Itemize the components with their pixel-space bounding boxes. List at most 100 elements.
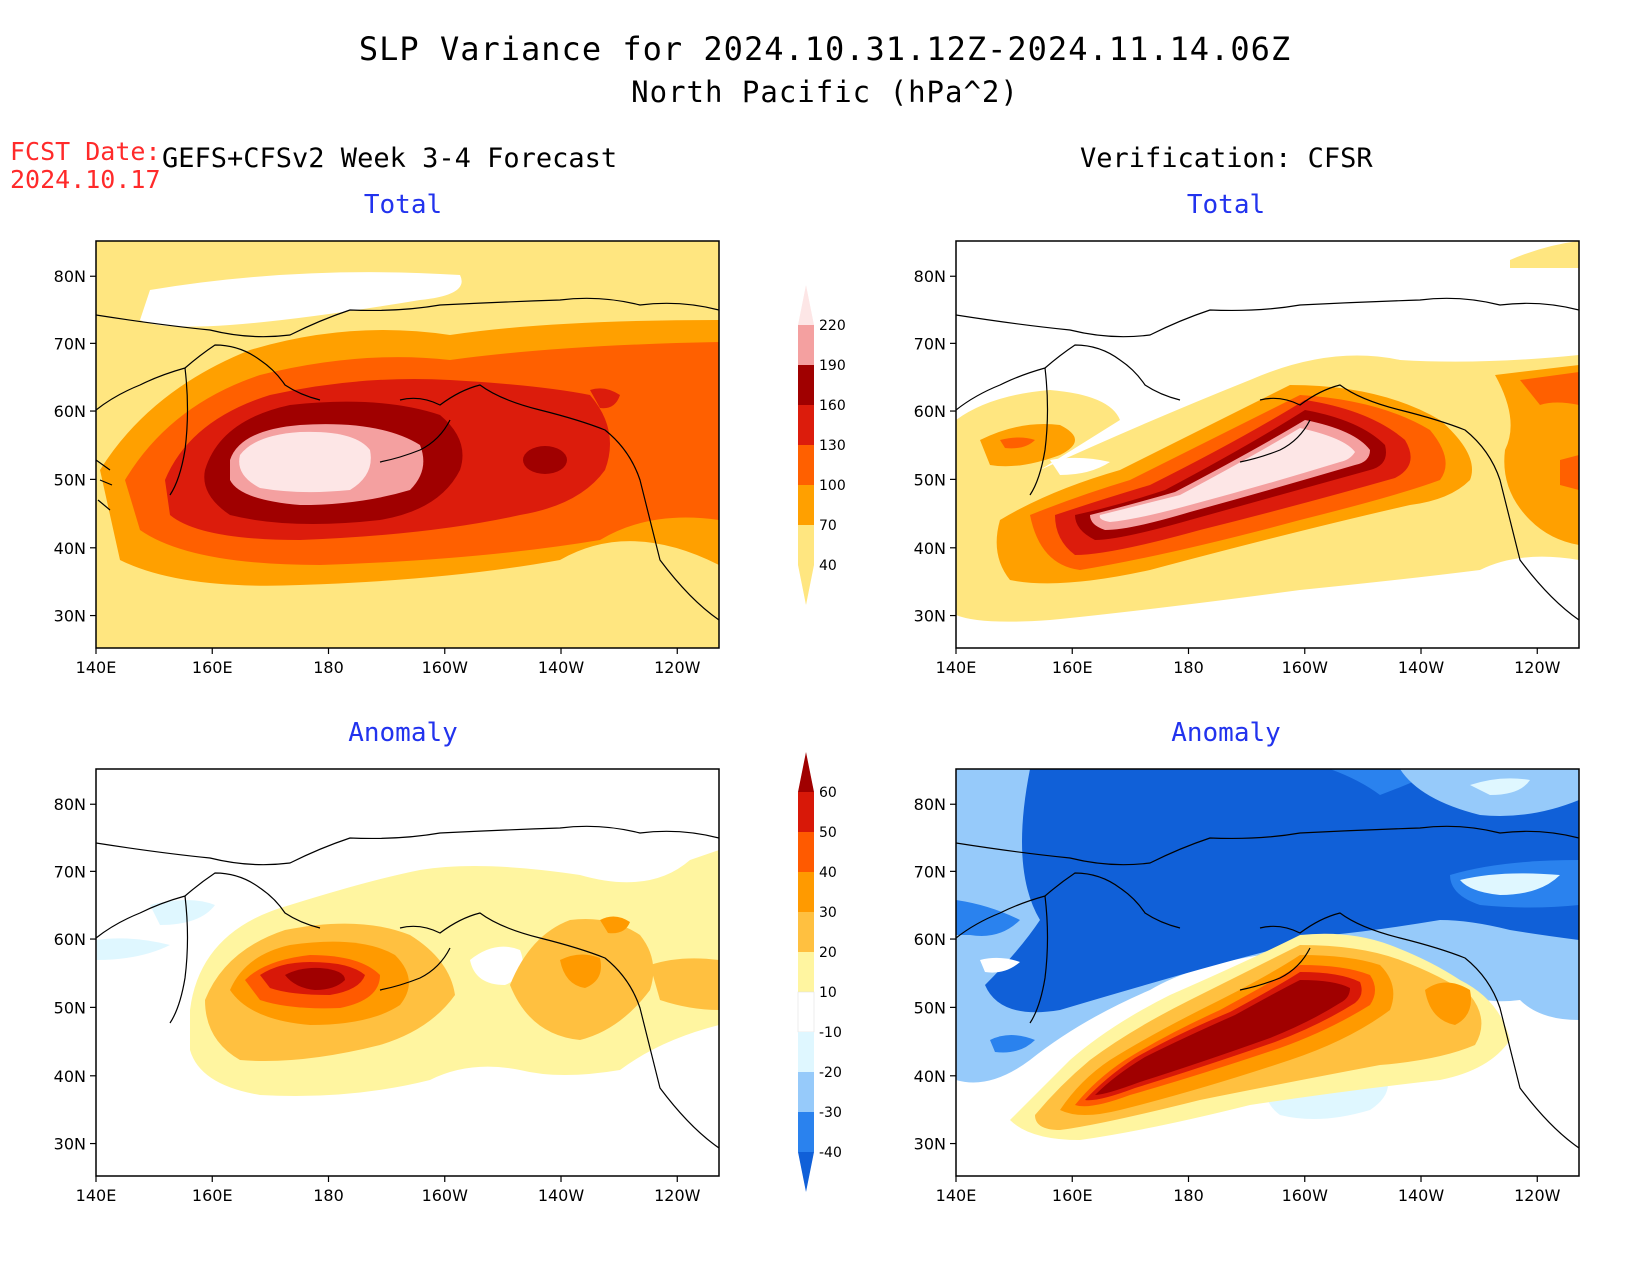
lat-tick-label: 70N bbox=[914, 862, 946, 881]
lat-tick-label: 40N bbox=[54, 539, 86, 558]
lon-tick-label: 180 bbox=[1173, 1186, 1204, 1205]
lat-tick-label: 70N bbox=[54, 862, 86, 881]
colorbar-anomaly-swatch bbox=[798, 1072, 814, 1112]
colorbar-total-swatch bbox=[798, 325, 814, 365]
lon-tick-label: 180 bbox=[313, 658, 344, 677]
lon-tick-label: 160W bbox=[1282, 1186, 1329, 1205]
lat-tick-label: 80N bbox=[54, 795, 86, 814]
colorbar-anomaly-swatch bbox=[798, 952, 814, 992]
colorbar-total-label: 100 bbox=[819, 478, 846, 494]
colorbar-total-swatch bbox=[798, 485, 814, 525]
colorbar-total-swatch bbox=[798, 365, 814, 405]
lat-tick-label: 80N bbox=[914, 267, 946, 286]
colorbar-total-label: 40 bbox=[819, 558, 837, 574]
forecast-date-block: FCST Date: 2024.10.17 bbox=[10, 138, 161, 194]
lon-tick-label: 140E bbox=[76, 658, 117, 677]
lon-tick-label: 140W bbox=[538, 1186, 585, 1205]
lon-tick-label: 140W bbox=[1398, 658, 1445, 677]
lon-tick-label: 180 bbox=[313, 1186, 344, 1205]
lat-tick-label: 80N bbox=[914, 795, 946, 814]
coastlines bbox=[96, 297, 1579, 1149]
lon-tick-label: 160W bbox=[422, 658, 469, 677]
lat-tick-label: 30N bbox=[914, 607, 946, 626]
lon-tick-label: 140E bbox=[76, 1186, 117, 1205]
lat-tick-label: 60N bbox=[914, 402, 946, 421]
map-forecast-total bbox=[96, 241, 719, 648]
lon-tick-label: 180 bbox=[1173, 658, 1204, 677]
colorbar-total-swatch bbox=[798, 525, 814, 565]
lat-tick-label: 50N bbox=[54, 998, 86, 1017]
colorbar-anomaly-label: -10 bbox=[819, 1025, 842, 1041]
frame-verification-total bbox=[955, 240, 1580, 649]
colorbar-anomaly-label: -40 bbox=[819, 1145, 842, 1161]
colorbar-total-swatch bbox=[798, 405, 814, 445]
lat-tick-label: 80N bbox=[54, 267, 86, 286]
colorbar-total-top-extension bbox=[798, 285, 814, 325]
lat-tick-label: 60N bbox=[54, 930, 86, 949]
lat-tick-label: 60N bbox=[54, 402, 86, 421]
lat-tick-label: 40N bbox=[54, 1067, 86, 1086]
lat-tick-label: 30N bbox=[54, 1135, 86, 1154]
lon-tick-label: 140E bbox=[936, 1186, 977, 1205]
lon-tick-label: 160E bbox=[1052, 658, 1093, 677]
lat-tick-label: 70N bbox=[54, 334, 86, 353]
colorbar-anomaly-label: 60 bbox=[819, 785, 837, 801]
lat-tick-label: 50N bbox=[914, 998, 946, 1017]
lon-tick-label: 140W bbox=[538, 658, 585, 677]
colorbar-total: 220 190 160 130 100 70 40 bbox=[798, 285, 846, 605]
colorbar-total-label: 220 bbox=[819, 318, 846, 334]
frame-verification-anomaly bbox=[955, 768, 1580, 1177]
colorbar-anomaly-label: 20 bbox=[819, 945, 837, 961]
colorbar-total-swatch bbox=[798, 445, 814, 485]
colorbar-total-label: 160 bbox=[819, 398, 846, 414]
lat-tick-label: 60N bbox=[914, 930, 946, 949]
colorbar-anomaly-label: 40 bbox=[819, 865, 837, 881]
map-verification-total bbox=[956, 241, 1579, 648]
colorbar-anomaly-swatch bbox=[798, 1032, 814, 1072]
lon-tick-label: 160W bbox=[422, 1186, 469, 1205]
colorbar-anomaly-label: -20 bbox=[819, 1065, 842, 1081]
colorbar-anomaly-swatch bbox=[798, 832, 814, 872]
fcst-date-value: 2024.10.17 bbox=[10, 165, 161, 194]
colorbar-anomaly-swatch bbox=[798, 792, 814, 832]
colorbar-anomaly-top-extension bbox=[798, 752, 814, 792]
panel-title-verification-anomaly: Anomaly bbox=[1171, 718, 1281, 748]
colorbar-total-label: 190 bbox=[819, 358, 846, 374]
colorbar-anomaly-label: 50 bbox=[819, 825, 837, 841]
lon-tick-label: 120W bbox=[1514, 658, 1561, 677]
panel-title-verification-total: Total bbox=[1186, 190, 1266, 220]
lat-tick-label: 50N bbox=[914, 470, 946, 489]
colorbar-anomaly-label: 30 bbox=[819, 905, 837, 921]
axes-layer: 140E 160E 180 160W 140W 120W 80N 70N 60N 50N 40N 30… bbox=[54, 267, 1561, 1205]
main-title: SLP Variance for 2024.10.31.12Z-2024.11.… bbox=[358, 30, 1292, 68]
lat-tick-label: 40N bbox=[914, 539, 946, 558]
lat-tick-label: 30N bbox=[54, 607, 86, 626]
lon-tick-label: 140E bbox=[936, 658, 977, 677]
colorbar-anomaly-label: -30 bbox=[819, 1105, 842, 1121]
frame-forecast-total bbox=[95, 240, 720, 649]
colorbar-anomaly-bottom-extension bbox=[798, 1152, 814, 1192]
colorbar-total-bottom-extension bbox=[798, 565, 814, 605]
map-verification-anomaly bbox=[956, 769, 1579, 1176]
panel-title-forecast-anomaly: Anomaly bbox=[348, 718, 458, 748]
frame-forecast-anomaly bbox=[95, 768, 720, 1177]
colorbar-total-label: 130 bbox=[819, 438, 846, 454]
colorbar-anomaly-swatch bbox=[798, 1112, 814, 1152]
lon-tick-label: 160W bbox=[1282, 658, 1329, 677]
lat-tick-label: 50N bbox=[54, 470, 86, 489]
panel-title-forecast-total: Total bbox=[363, 190, 443, 220]
lat-tick-label: 70N bbox=[914, 334, 946, 353]
lon-tick-label: 140W bbox=[1398, 1186, 1445, 1205]
forecast-heading: GEFS+CFSv2 Week 3-4 Forecast bbox=[162, 143, 618, 174]
lat-tick-label: 40N bbox=[914, 1067, 946, 1086]
colorbar-anomaly-swatch bbox=[798, 872, 814, 912]
lon-tick-label: 120W bbox=[1514, 1186, 1561, 1205]
verification-heading: Verification: CFSR bbox=[1080, 143, 1373, 174]
colorbar-anomaly-swatch bbox=[798, 912, 814, 952]
lon-tick-label: 160E bbox=[192, 1186, 233, 1205]
lon-tick-label: 120W bbox=[654, 658, 701, 677]
main-subtitle: North Pacific (hPa^2) bbox=[631, 75, 1019, 109]
colorbar-total-label: 70 bbox=[819, 518, 837, 534]
lon-tick-label: 120W bbox=[654, 1186, 701, 1205]
